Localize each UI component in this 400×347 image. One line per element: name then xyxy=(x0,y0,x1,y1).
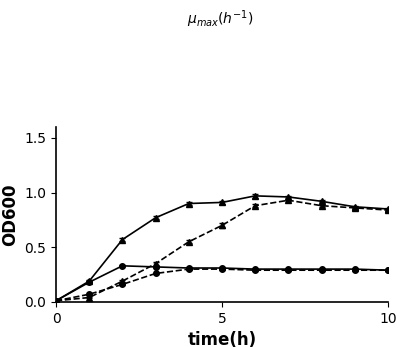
Text: $\mu_{max}(h^{-1})$: $\mu_{max}(h^{-1})$ xyxy=(187,9,253,30)
Y-axis label: OD600: OD600 xyxy=(1,183,19,246)
X-axis label: time(h): time(h) xyxy=(188,331,256,347)
